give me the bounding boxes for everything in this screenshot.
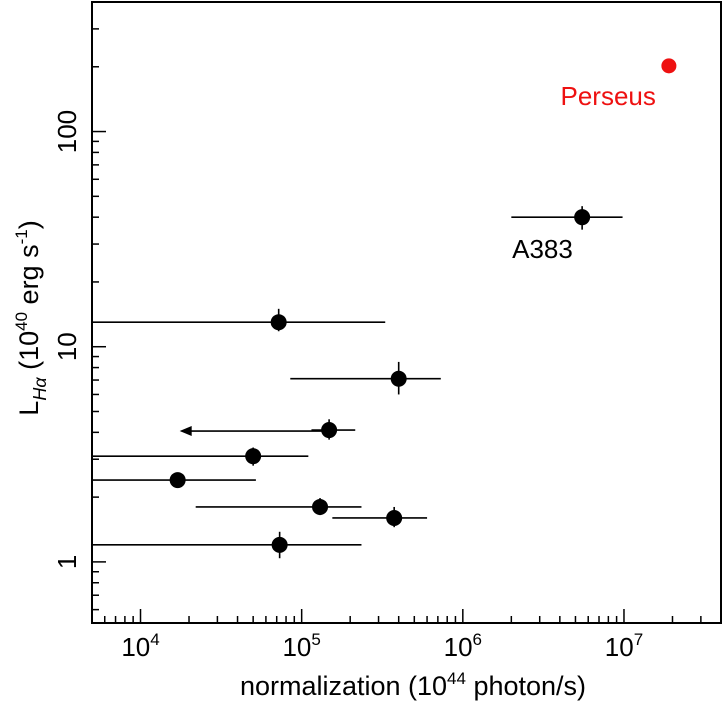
- data-point: [169, 472, 186, 489]
- perseus-point: [661, 58, 677, 74]
- x-tick-label: 107: [605, 630, 643, 662]
- x-tick-label: 105: [282, 630, 320, 662]
- x-axis-label: normalization (1044 photon/s): [240, 669, 586, 701]
- perseus-label: Perseus: [561, 81, 656, 111]
- data-point: [312, 498, 329, 515]
- upper-limit-arrowhead: [179, 426, 192, 437]
- x-tick-label: 104: [121, 630, 159, 662]
- data-point: [574, 209, 591, 226]
- data-point: [386, 509, 403, 526]
- y-tick-label: 1: [52, 555, 82, 569]
- data-point: [271, 536, 288, 553]
- plot-frame: [91, 1, 722, 624]
- y-tick-label: 100: [52, 110, 82, 153]
- data-point: [270, 314, 287, 331]
- data-point: [321, 422, 338, 439]
- data-point: [245, 448, 262, 465]
- x-tick-label: 106: [444, 630, 482, 662]
- ticks-layer: 104 105 106 107 1 10 100: [52, 1, 722, 662]
- y-tick-label: 10: [52, 332, 82, 361]
- data-point: [390, 370, 407, 387]
- point-label: A383: [512, 234, 573, 264]
- y-axis-label: LHα (1040 erg s-1): [12, 220, 50, 415]
- marks-layer: A383 Perseus: [92, 58, 677, 559]
